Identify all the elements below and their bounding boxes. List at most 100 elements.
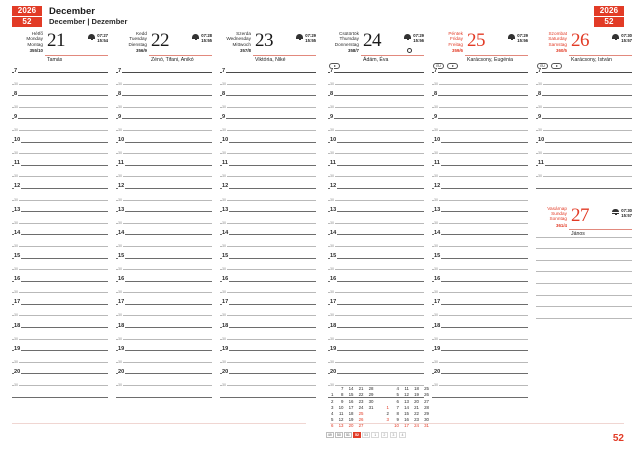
mini-calendar-day[interactable]: 24: [358, 404, 364, 410]
hour-slot[interactable]: 18: [116, 322, 212, 339]
half-hour-slot[interactable]: 30: [220, 150, 316, 165]
blank-slot[interactable]: [536, 282, 632, 295]
half-hour-slot[interactable]: 30: [220, 266, 316, 281]
hour-slot[interactable]: 15: [116, 253, 212, 270]
mini-calendar-day[interactable]: 8: [341, 392, 344, 398]
half-hour-slot[interactable]: 30: [116, 103, 212, 119]
week-number-cell[interactable]: 51: [344, 432, 352, 438]
half-hour-slot[interactable]: 30: [536, 103, 632, 119]
half-hour-slot[interactable]: 30: [536, 150, 632, 165]
half-hour-slot[interactable]: 30: [328, 335, 424, 351]
half-hour-slot[interactable]: 30: [12, 80, 108, 96]
hour-slot[interactable]: 8: [220, 90, 316, 107]
half-hour-slot[interactable]: 30: [12, 150, 108, 165]
half-hour-slot[interactable]: 30: [12, 242, 108, 258]
hour-slot[interactable]: 11: [12, 160, 108, 177]
hour-slot[interactable]: 18: [12, 322, 108, 339]
hour-slot[interactable]: 19: [220, 345, 316, 362]
half-hour-slot[interactable]: 30: [432, 150, 528, 165]
mini-calendar-day[interactable]: 18: [348, 410, 354, 416]
hour-slot[interactable]: 10: [12, 137, 108, 154]
half-hour-slot[interactable]: 30: [12, 382, 108, 397]
mini-calendar-day[interactable]: 27: [358, 422, 364, 428]
half-hour-slot[interactable]: 30: [12, 103, 108, 119]
half-hour-slot[interactable]: 30: [220, 382, 316, 397]
half-hour-slot[interactable]: 30: [220, 173, 316, 188]
mini-calendar-day[interactable]: 7: [396, 404, 399, 410]
hour-slot[interactable]: 9: [116, 113, 212, 130]
half-hour-slot[interactable]: 30: [328, 219, 424, 235]
blank-slot[interactable]: [536, 236, 632, 249]
half-hour-slot[interactable]: 30: [328, 126, 424, 142]
week-number-cell[interactable]: 50: [335, 432, 343, 438]
mini-calendar-day[interactable]: 21: [358, 386, 364, 392]
hour-slot[interactable]: 12: [116, 183, 212, 200]
mini-calendar-day[interactable]: 19: [414, 392, 419, 398]
blank-slot[interactable]: [536, 306, 632, 318]
hour-slot[interactable]: 9: [220, 113, 316, 130]
half-hour-slot[interactable]: 30: [116, 126, 212, 142]
hour-slot[interactable]: 20: [12, 368, 108, 385]
week-number-cell[interactable]: 4: [398, 432, 407, 438]
half-hour-slot[interactable]: 30: [12, 312, 108, 327]
hour-slot[interactable]: 14: [12, 229, 108, 246]
mini-calendar-day[interactable]: 20: [348, 422, 354, 428]
half-hour-slot[interactable]: 30: [328, 173, 424, 188]
mini-calendar-day[interactable]: 29: [368, 392, 374, 398]
half-hour-slot[interactable]: 30: [220, 312, 316, 327]
half-hour-slot[interactable]: 30: [116, 266, 212, 281]
hour-slot[interactable]: 7: [12, 67, 108, 84]
hour-slot[interactable]: 10: [328, 137, 424, 154]
half-hour-slot[interactable]: 30: [536, 173, 632, 188]
half-hour-slot[interactable]: 30: [432, 80, 528, 96]
hour-slot[interactable]: 20: [328, 368, 424, 385]
hour-slot-end[interactable]: [12, 396, 108, 409]
half-hour-slot[interactable]: 30: [220, 196, 316, 212]
half-hour-slot[interactable]: 30: [536, 126, 632, 142]
half-hour-slot[interactable]: 30: [116, 358, 212, 374]
mini-calendar-day[interactable]: 31: [368, 404, 374, 410]
half-hour-slot[interactable]: 30: [432, 196, 528, 212]
mini-calendar-day[interactable]: 11: [404, 386, 409, 392]
hour-slot[interactable]: 19: [328, 345, 424, 362]
hour-slot[interactable]: 19: [116, 345, 212, 362]
hour-slot-end[interactable]: [328, 396, 424, 409]
mini-calendar-day[interactable]: 5: [396, 392, 399, 398]
hour-slot[interactable]: 20: [220, 368, 316, 385]
mini-calendar-day[interactable]: 28: [424, 404, 429, 410]
hour-slot[interactable]: 18: [220, 322, 316, 339]
hour-slot[interactable]: 16: [12, 276, 108, 293]
week-number-cell[interactable]: 1: [371, 432, 379, 438]
hour-slot[interactable]: 20: [116, 368, 212, 385]
half-hour-slot[interactable]: 30: [220, 289, 316, 304]
mini-calendar-day[interactable]: 3: [331, 404, 334, 410]
week-number-cell[interactable]: 49: [326, 432, 334, 438]
mini-calendar-day[interactable]: 3: [386, 416, 389, 422]
hour-slot[interactable]: 17: [328, 299, 424, 316]
holiday-flag-badge[interactable]: [551, 63, 562, 69]
mini-calendar-day[interactable]: 26: [358, 416, 364, 422]
half-hour-slot[interactable]: 30: [220, 335, 316, 351]
hour-slot[interactable]: 8: [536, 90, 632, 107]
mini-calendar-day[interactable]: 27: [424, 398, 429, 404]
hour-slot[interactable]: 13: [116, 206, 212, 223]
hour-slot[interactable]: 7: [536, 67, 632, 84]
mini-calendar-day[interactable]: 11: [338, 410, 344, 416]
hour-slot[interactable]: 20: [432, 368, 528, 385]
half-hour-slot[interactable]: 30: [328, 312, 424, 327]
half-hour-slot[interactable]: 30: [12, 289, 108, 304]
half-hour-slot[interactable]: 30: [328, 382, 424, 397]
hour-slot[interactable]: 16: [432, 276, 528, 293]
half-hour-slot[interactable]: 30: [432, 335, 528, 351]
hour-slot[interactable]: 11: [116, 160, 212, 177]
hour-slot[interactable]: 18: [328, 322, 424, 339]
mini-calendar-day[interactable]: 4: [396, 386, 399, 392]
hour-slot-end[interactable]: [116, 396, 212, 409]
half-hour-slot[interactable]: 30: [116, 196, 212, 212]
mini-calendar-day[interactable]: 8: [396, 410, 399, 416]
hour-slot[interactable]: 14: [328, 229, 424, 246]
mini-calendar-day[interactable]: 10: [394, 422, 399, 428]
half-hour-slot[interactable]: 30: [432, 382, 528, 397]
half-hour-slot[interactable]: 30: [328, 289, 424, 304]
mini-calendar-day[interactable]: 7: [341, 386, 344, 392]
